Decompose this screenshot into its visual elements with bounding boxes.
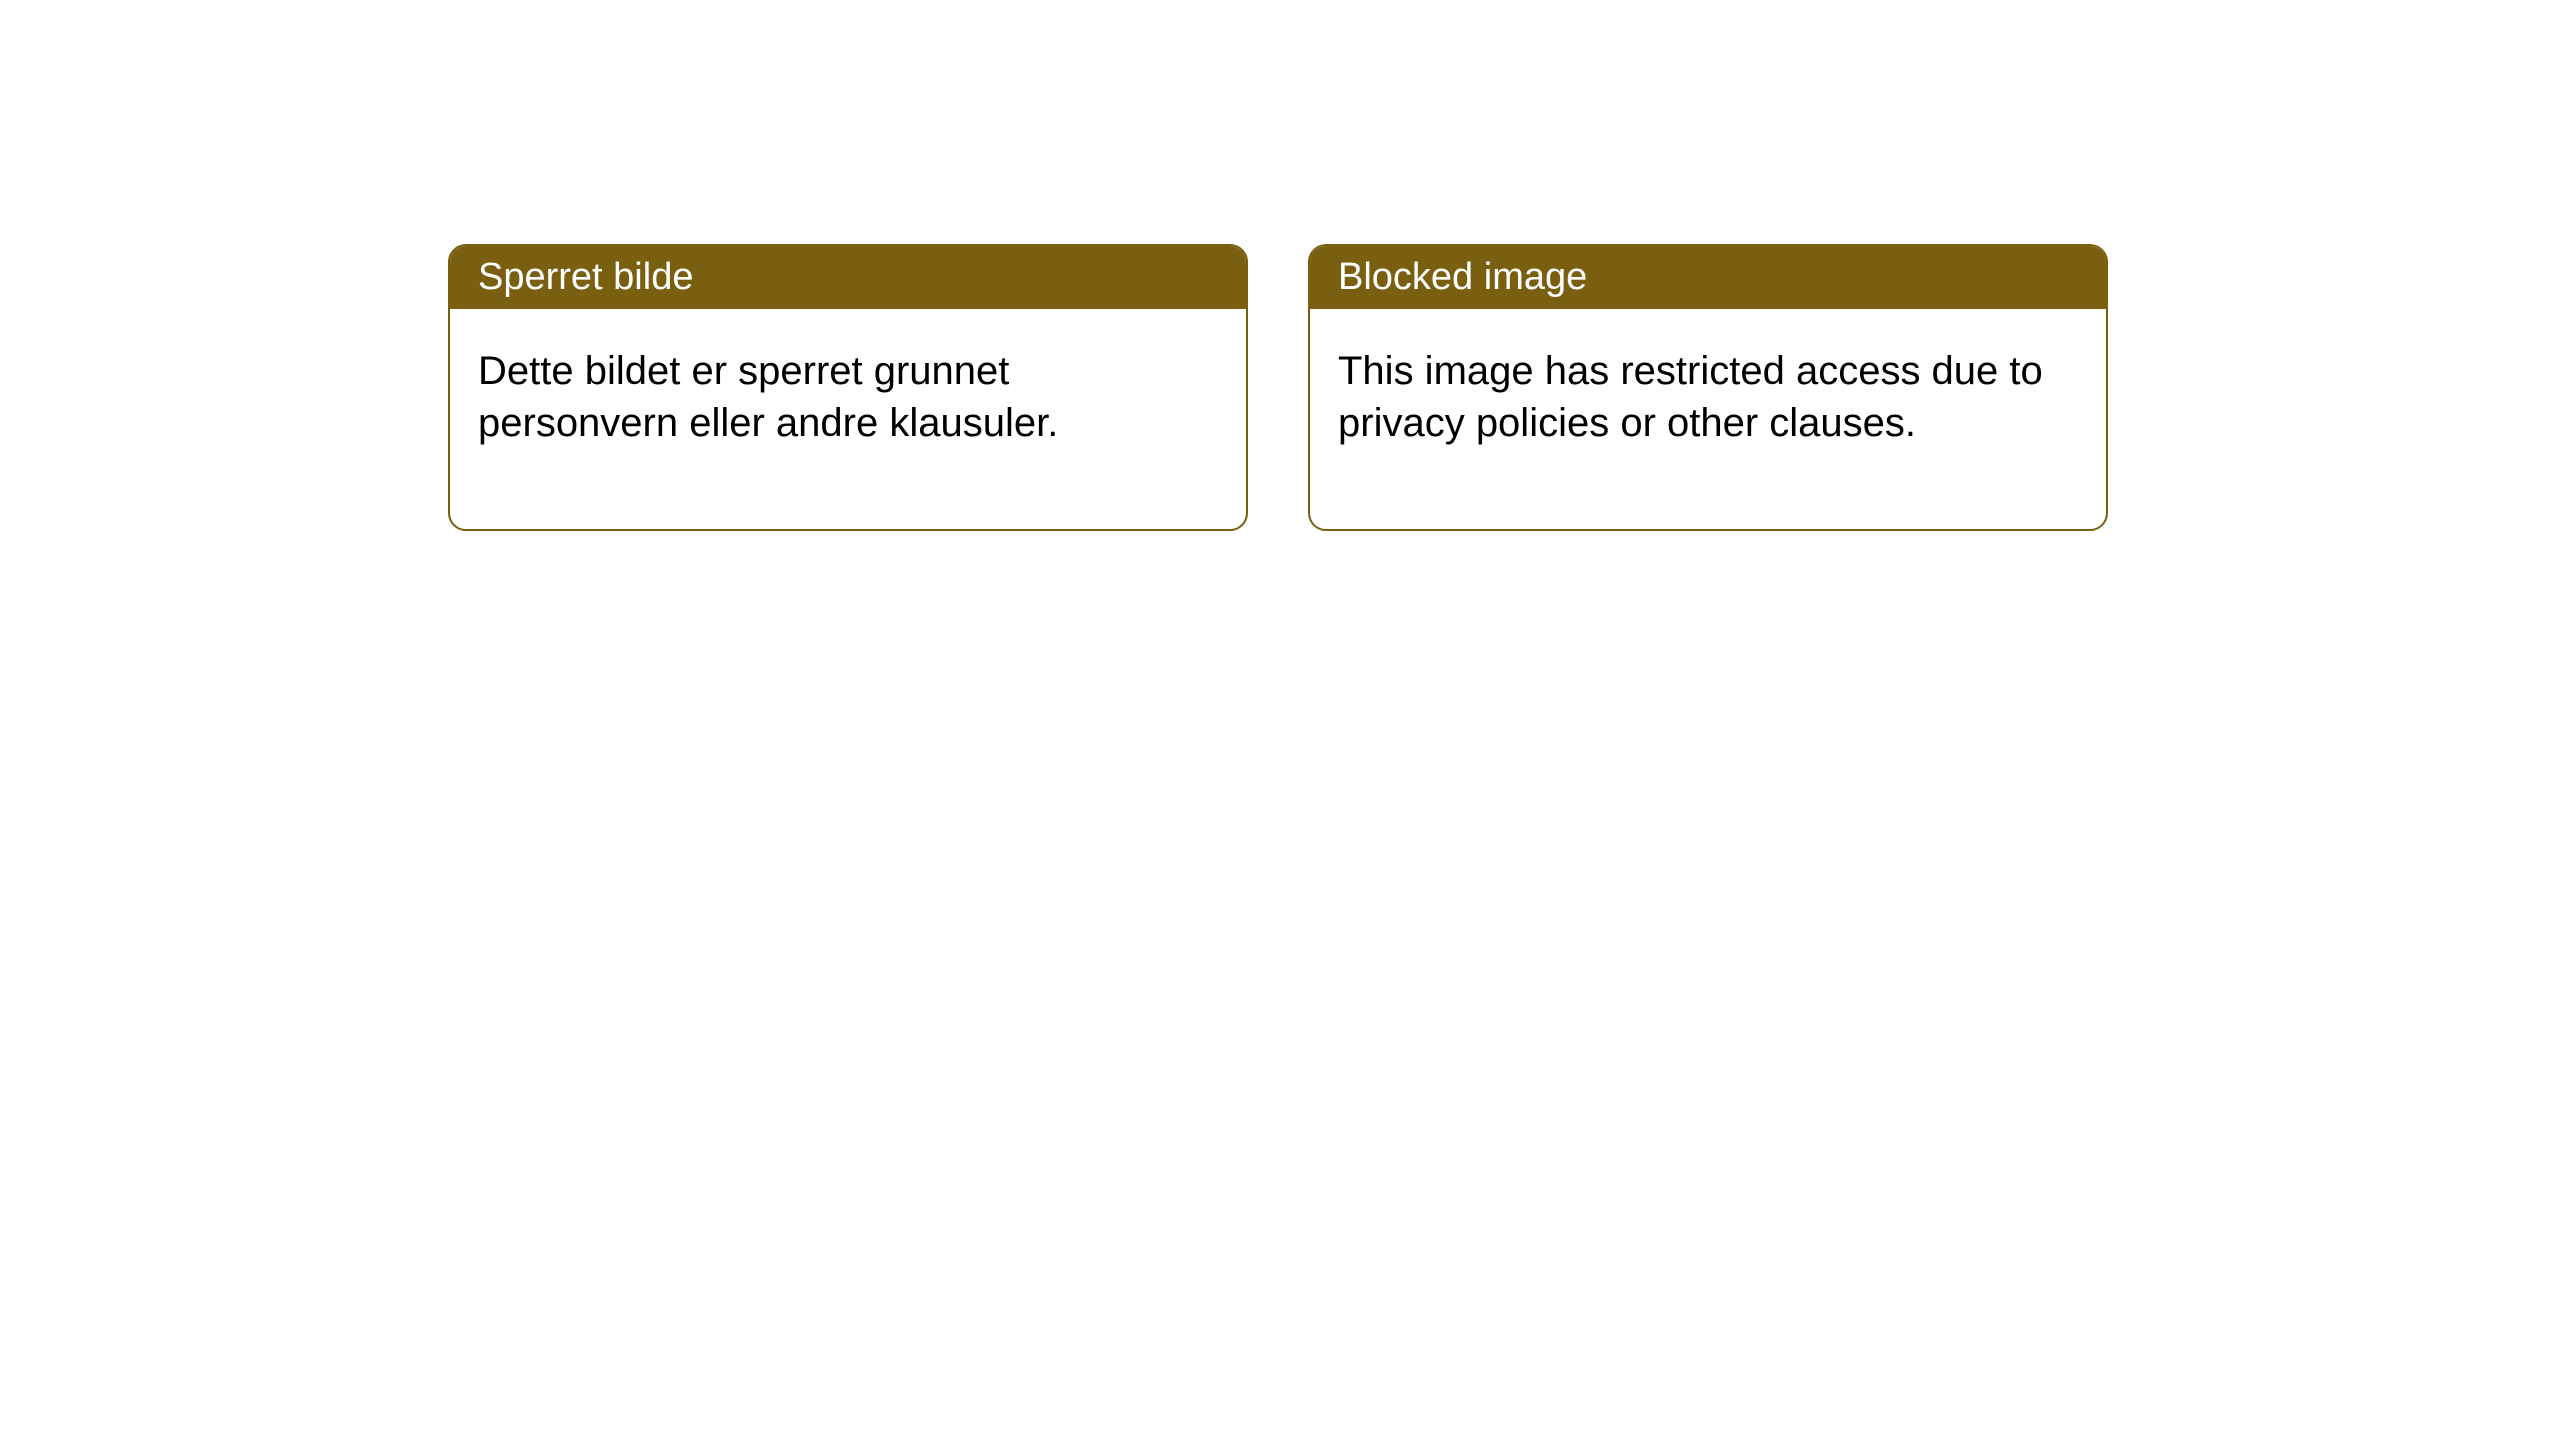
notice-body: Dette bildet er sperret grunnet personve… xyxy=(450,309,1246,529)
notices-container: Sperret bilde Dette bildet er sperret gr… xyxy=(0,0,2560,531)
notice-header: Blocked image xyxy=(1310,246,2106,309)
notice-header: Sperret bilde xyxy=(450,246,1246,309)
notice-box-norwegian: Sperret bilde Dette bildet er sperret gr… xyxy=(448,244,1248,531)
notice-box-english: Blocked image This image has restricted … xyxy=(1308,244,2108,531)
notice-body: This image has restricted access due to … xyxy=(1310,309,2106,529)
